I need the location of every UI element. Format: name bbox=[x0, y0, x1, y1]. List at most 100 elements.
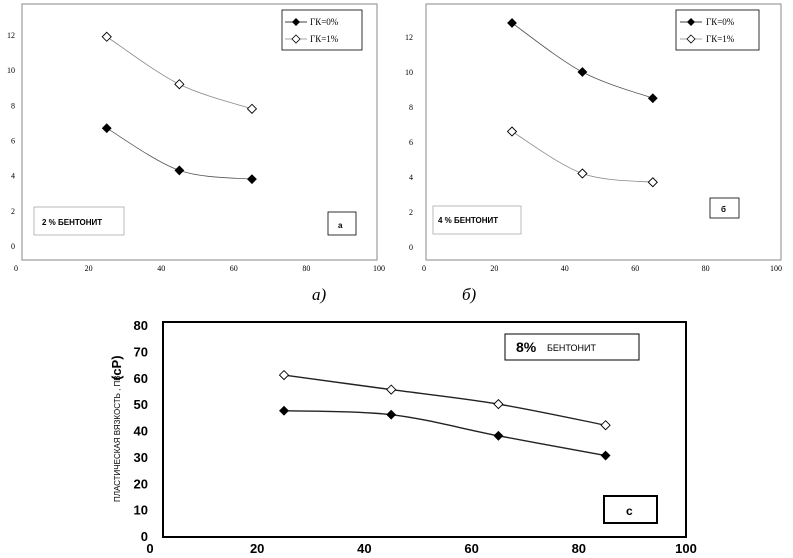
chart-a-series-1-point bbox=[174, 79, 185, 90]
chart-c-annotation-word: БЕНТОНИТ bbox=[547, 343, 596, 353]
chart-b-x-tick-label: 60 bbox=[631, 264, 639, 273]
chart-b-caption: б) bbox=[462, 285, 477, 304]
chart-b-corner-box bbox=[709, 197, 740, 219]
chart-b-series-1-point bbox=[506, 126, 518, 137]
chart-c-ylabel: ПЛАСТИЧЕСКАЯ ВЯЗКОСТЬ , ПВ bbox=[113, 375, 122, 502]
chart-a-series-1-point bbox=[246, 103, 258, 114]
chart-a-corner-box bbox=[327, 211, 357, 236]
chart-b-x-tick-label: 20 bbox=[490, 264, 498, 273]
chart-b-legend-label-1: ГК=1% bbox=[706, 34, 735, 44]
chart-c-series-0-point bbox=[278, 369, 290, 381]
chart-a-corner-label: а bbox=[338, 221, 343, 230]
chart-b-x-tick-label: 80 bbox=[702, 264, 710, 273]
chart-a-series-1-point bbox=[101, 31, 112, 42]
chart-a-legend-box bbox=[281, 9, 363, 51]
chart-a-legend: ГК=0% ГК=1% bbox=[281, 9, 363, 51]
chart-c-y-tick-label: 20 bbox=[134, 476, 148, 491]
chart-c-series-0-point bbox=[386, 384, 397, 395]
chart-b-series-1-point bbox=[577, 168, 588, 179]
chart-a-y-tick-label: 2 bbox=[11, 207, 15, 216]
chart-b: 0 2 4 6 8 10 12 0 20 40 60 80 100 ГК=0% ГК=1% 4 % Б… bbox=[405, 3, 782, 304]
chart-a-series-0-point bbox=[101, 123, 112, 134]
chart-c-y-axis-title: ПЛАСТИЧЕСКАЯ ВЯЗКОСТЬ , ПВ (cP) bbox=[109, 355, 124, 502]
chart-c-annotation-box bbox=[504, 333, 640, 361]
chart-c-ylabel-unit: (cP) bbox=[109, 355, 124, 380]
chart-b-y-tick-label: 2 bbox=[409, 208, 413, 217]
chart-b-series-0-point bbox=[577, 67, 588, 77]
chart-a-y-tick-label: 8 bbox=[11, 101, 15, 110]
chart-c: 0 10 20 30 40 50 60 70 80 0 20 40 60 80 100 ПЛАСТИЧЕС… bbox=[109, 318, 697, 556]
chart-b-legend: ГК=0% ГК=1% bbox=[675, 9, 760, 51]
chart-a-y-ticks: 0 2 4 6 8 10 12 bbox=[7, 31, 15, 251]
chart-a-x-tick-label: 40 bbox=[157, 264, 165, 273]
chart-c-series-0-line bbox=[283, 374, 606, 426]
chart-b-legend-box bbox=[675, 9, 760, 51]
chart-c-y-tick-label: 50 bbox=[134, 397, 148, 412]
chart-c-y-tick-label: 70 bbox=[134, 344, 148, 359]
chart-c-x-tick-label: 0 bbox=[146, 541, 153, 556]
chart-b-series-1-point bbox=[647, 177, 658, 188]
chart-a-x-tick-label: 60 bbox=[230, 264, 238, 273]
chart-c-series-1-point bbox=[386, 409, 397, 420]
chart-a-series-0-point bbox=[247, 174, 257, 185]
chart-b-legend-label-0: ГК=0% bbox=[706, 17, 735, 27]
chart-b-y-tick-label: 4 bbox=[409, 173, 413, 182]
chart-c-y-tick-label: 30 bbox=[134, 450, 148, 465]
chart-c-series-1-point bbox=[600, 450, 611, 461]
chart-c-annotation-pct: 8% bbox=[516, 339, 537, 355]
chart-a-x-tick-label: 20 bbox=[85, 264, 93, 273]
chart-b-y-tick-label: 8 bbox=[409, 103, 413, 112]
chart-c-x-tick-label: 20 bbox=[250, 541, 264, 556]
chart-c-x-ticks: 0 20 40 60 80 100 bbox=[146, 541, 696, 556]
chart-c-corner-box bbox=[603, 495, 658, 524]
chart-b-y-tick-label: 12 bbox=[405, 33, 413, 42]
chart-a-x-ticks: 0 20 40 60 80 100 bbox=[14, 264, 385, 273]
chart-c-x-tick-label: 60 bbox=[464, 541, 478, 556]
chart-b-x-tick-label: 40 bbox=[561, 264, 569, 273]
chart-a-y-tick-label: 4 bbox=[11, 172, 15, 181]
chart-b-annotation-box bbox=[432, 205, 522, 235]
chart-c-x-tick-label: 40 bbox=[357, 541, 371, 556]
chart-b-series bbox=[506, 18, 658, 188]
chart-b-y-tick-label: 0 bbox=[409, 243, 413, 252]
chart-a-annotation: 2 % БЕНТОНИТ bbox=[42, 218, 102, 227]
chart-b-x-tick-label: 100 bbox=[770, 264, 782, 273]
chart-b-series-0-point bbox=[507, 18, 517, 28]
chart-a-series bbox=[101, 31, 258, 185]
chart-c-x-tick-label: 80 bbox=[572, 541, 586, 556]
chart-c-series-0-point bbox=[493, 398, 504, 410]
chart-a-series-0-point bbox=[174, 165, 185, 176]
chart-c-y-tick-label: 80 bbox=[134, 318, 148, 333]
chart-b-x-ticks: 0 20 40 60 80 100 bbox=[422, 264, 782, 273]
chart-c-y-tick-label: 0 bbox=[141, 529, 148, 544]
chart-b-y-tick-label: 10 bbox=[405, 68, 413, 77]
chart-a-x-tick-label: 100 bbox=[373, 264, 385, 273]
chart-a-x-tick-label: 80 bbox=[302, 264, 310, 273]
chart-b-corner-label: б bbox=[721, 205, 726, 214]
chart-a-caption: а) bbox=[312, 285, 327, 304]
chart-c-series-1-point bbox=[279, 405, 289, 416]
chart-b-y-tick-label: 6 bbox=[409, 138, 413, 147]
chart-a-y-tick-label: 6 bbox=[11, 137, 15, 146]
chart-a-legend-label-1: ГК=1% bbox=[310, 34, 339, 44]
chart-b-x-tick-label: 0 bbox=[422, 264, 426, 273]
chart-c-x-tick-label: 100 bbox=[675, 541, 697, 556]
chart-c-y-ticks: 0 10 20 30 40 50 60 70 80 bbox=[134, 318, 148, 544]
chart-a-y-tick-label: 10 bbox=[7, 66, 15, 75]
chart-a-y-tick-label: 0 bbox=[11, 242, 15, 251]
chart-b-annotation: 4 % БЕНТОНИТ bbox=[438, 216, 498, 225]
chart-a-annotation-box bbox=[33, 206, 125, 236]
chart-b-series-0-point bbox=[647, 93, 658, 104]
chart-a-x-tick-label: 0 bbox=[14, 264, 18, 273]
chart-c-series bbox=[278, 369, 611, 461]
chart-b-y-ticks: 0 2 4 6 8 10 12 bbox=[405, 33, 413, 252]
chart-a-y-tick-label: 12 bbox=[7, 31, 15, 40]
chart-c-y-tick-label: 40 bbox=[134, 424, 148, 439]
chart-c-series-0-point bbox=[600, 420, 611, 431]
chart-c-corner-label: c bbox=[626, 504, 633, 518]
chart-c-series-1-line bbox=[283, 410, 606, 457]
chart-c-y-tick-label: 60 bbox=[134, 371, 148, 386]
chart-a: 0 2 4 6 8 10 12 0 20 40 60 80 100 ГК=0% ГК=1% 2 % Б… bbox=[7, 3, 385, 304]
chart-a-legend-label-0: ГК=0% bbox=[310, 17, 339, 27]
